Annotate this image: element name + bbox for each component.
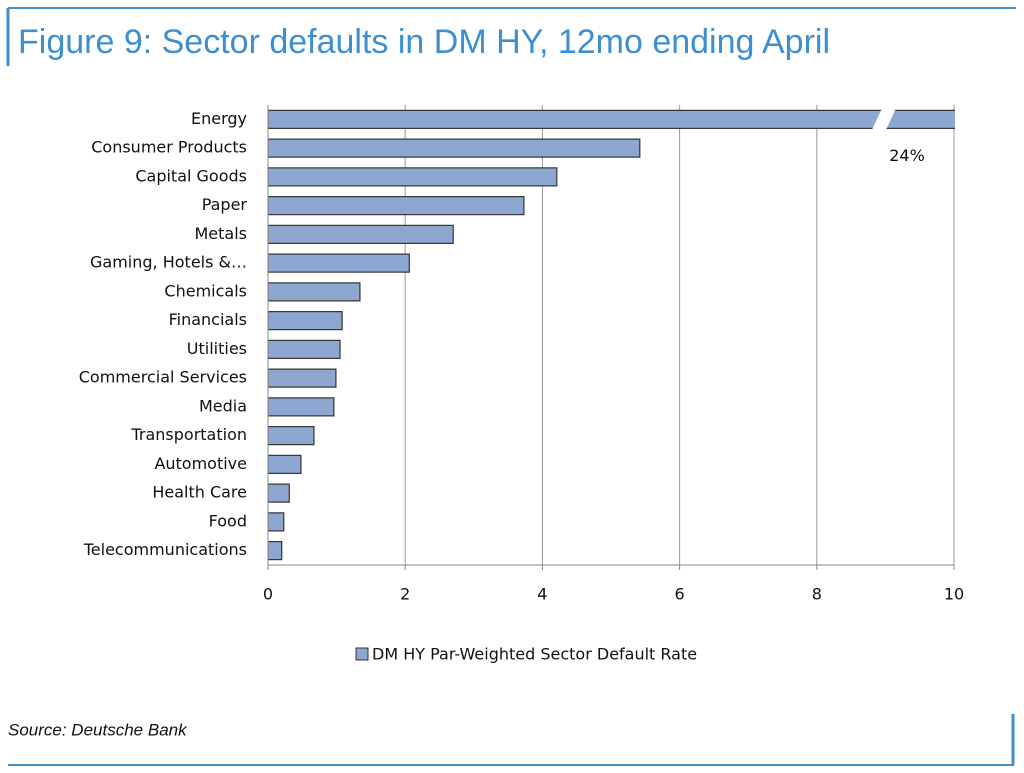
bar: [268, 454, 302, 474]
y-tick-label: Utilities: [187, 339, 247, 358]
bar: [268, 253, 410, 273]
legend-swatch: [355, 647, 369, 661]
bar: [268, 512, 285, 532]
bar: [268, 541, 283, 561]
y-tick-label: Telecommunications: [83, 540, 247, 559]
y-tick-label: Transportation: [130, 425, 247, 444]
chart-title: Figure 9: Sector defaults in DM HY, 12mo…: [18, 23, 830, 61]
x-tick-label: 10: [944, 585, 964, 604]
bar: [268, 224, 454, 244]
y-tick-label: Financials: [169, 310, 247, 329]
x-tick-label: 2: [400, 585, 410, 604]
x-tick-label: 4: [537, 585, 547, 604]
y-tick-label: Paper: [202, 195, 248, 214]
bar: [268, 339, 341, 359]
legend-label: DM HY Par-Weighted Sector Default Rate: [372, 645, 697, 664]
y-tick-label: Automotive: [154, 454, 247, 473]
y-tick-label: Metals: [194, 224, 247, 243]
y-tick-label: Consumer Products: [91, 138, 247, 157]
bar: [268, 368, 337, 388]
y-tick-label: Media: [199, 396, 247, 415]
bar: [268, 311, 343, 331]
bar: [268, 109, 955, 129]
x-tick-label: 6: [675, 585, 685, 604]
bar: [268, 483, 290, 503]
y-tick-label: Energy: [191, 109, 247, 128]
bar: [268, 138, 641, 158]
y-tick-label: Capital Goods: [135, 166, 247, 185]
source: Source: Deutsche Bank: [8, 720, 188, 739]
bar: [268, 397, 335, 417]
y-tick-label: Commercial Services: [79, 368, 247, 387]
axis-break: [870, 104, 898, 134]
x-tick-label: 0: [263, 585, 273, 604]
y-tick-label: Chemicals: [164, 281, 247, 300]
bar: [268, 426, 315, 446]
bar: [268, 282, 361, 302]
data-label: 24%: [889, 146, 925, 165]
bar: [268, 196, 525, 216]
y-tick-label: Gaming, Hotels &…: [90, 253, 247, 272]
y-tick-label: Health Care: [152, 483, 247, 502]
bar: [268, 167, 558, 187]
x-tick-label: 8: [812, 585, 822, 604]
y-tick-label: Food: [209, 511, 247, 530]
